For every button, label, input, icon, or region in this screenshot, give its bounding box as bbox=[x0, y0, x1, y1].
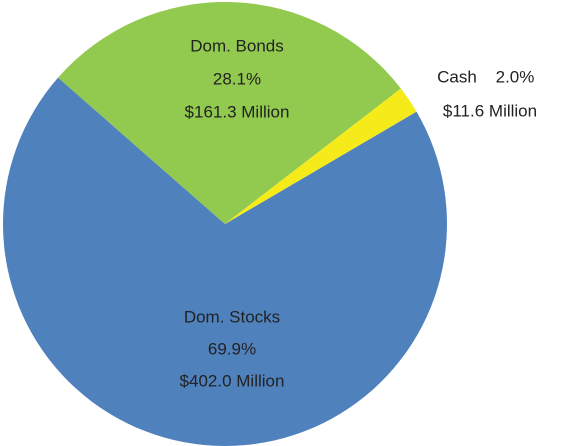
slice-percent-label: 2.0% bbox=[496, 67, 535, 86]
slice-amount-label: $402.0 Million bbox=[180, 371, 285, 390]
slice-amount-label: $11.6 Million bbox=[443, 101, 537, 120]
pie-slice bbox=[58, 1, 401, 224]
slice-category-label: Cash bbox=[437, 67, 477, 86]
slice-percent-label: 28.1% bbox=[213, 69, 261, 88]
slice-category-label: Dom. Bonds bbox=[190, 36, 284, 55]
slice-category-label: Dom. Stocks bbox=[184, 307, 280, 326]
slice-percent-label: 69.9% bbox=[208, 339, 256, 358]
slice-amount-label: $161.3 Million bbox=[185, 102, 290, 121]
pie-slice bbox=[225, 88, 417, 224]
pie-slice bbox=[3, 77, 447, 446]
